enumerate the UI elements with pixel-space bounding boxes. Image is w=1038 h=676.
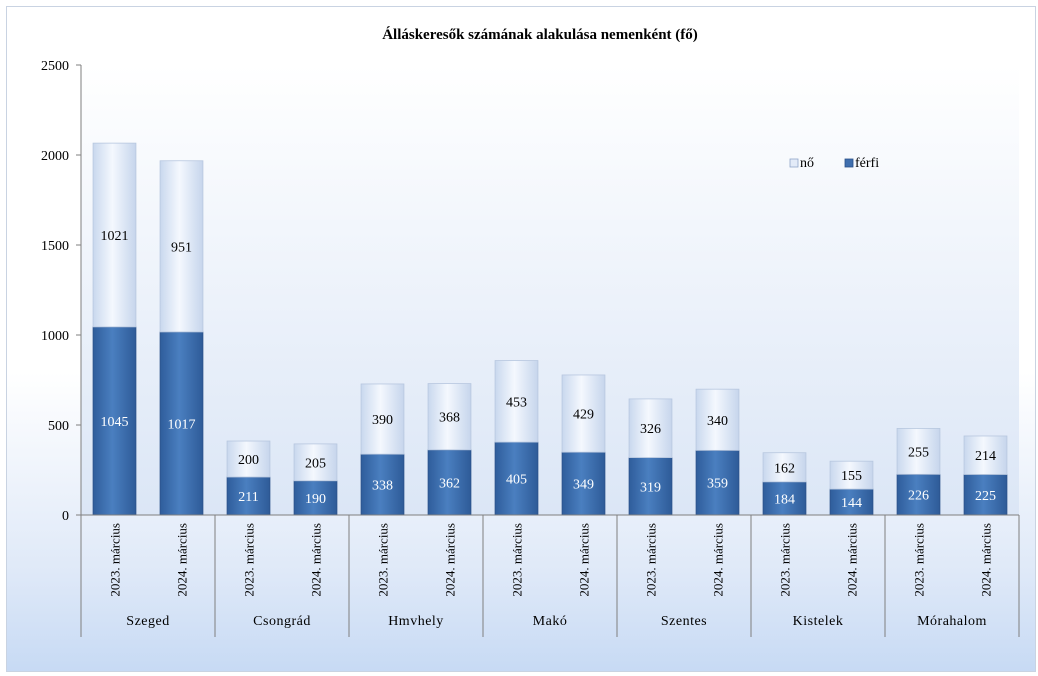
legend-label-no: nő xyxy=(800,156,814,171)
data-label: 349 xyxy=(573,478,594,493)
bar-no xyxy=(293,443,338,482)
legend-swatch-ferfi xyxy=(844,158,854,168)
x-tick-label: 2024. március xyxy=(711,523,726,597)
y-tick-label: 2500 xyxy=(41,59,69,74)
x-tick-label: 2023. március xyxy=(778,523,793,597)
data-label: 319 xyxy=(640,480,661,495)
x-tick-label: 2023. március xyxy=(644,523,659,597)
bar-ferfi xyxy=(963,474,1008,516)
bar-ferfi xyxy=(762,481,807,516)
bars: 1045 1021 1017 951 211 200 190 205 338 390 362 368 4… xyxy=(92,142,1008,516)
bar-no xyxy=(829,460,874,490)
bar-ferfi xyxy=(494,441,539,516)
legend-swatch-no xyxy=(789,158,799,168)
bar-ferfi xyxy=(360,453,405,516)
bar-no xyxy=(159,160,204,333)
data-label: 155 xyxy=(841,469,862,484)
bar-no xyxy=(226,440,271,478)
group-label: Szentes xyxy=(661,614,707,629)
plot-area xyxy=(81,65,1019,515)
data-label: 226 xyxy=(908,489,929,504)
data-label: 255 xyxy=(908,445,929,460)
data-label: 359 xyxy=(707,477,728,492)
bar-no xyxy=(360,383,405,455)
group-label: Csongrád xyxy=(253,614,311,629)
x-tick-label: 2024. március xyxy=(979,523,994,597)
data-label: 200 xyxy=(238,453,259,468)
data-label: 362 xyxy=(439,476,460,491)
data-label: 1017 xyxy=(168,417,196,432)
chart-frame: Álláskeresők számának alakulása nemenkén… xyxy=(6,6,1036,672)
data-label: 184 xyxy=(774,492,795,507)
x-tick-label: 2023. március xyxy=(108,523,123,597)
bar-no xyxy=(427,383,472,451)
group-label: Kistelek xyxy=(793,614,844,629)
data-label: 951 xyxy=(171,240,192,255)
data-label: 214 xyxy=(975,449,996,464)
legend: nő férfi xyxy=(789,156,879,171)
y-tick-label: 0 xyxy=(62,509,69,524)
data-label: 338 xyxy=(372,479,393,494)
x-tick-label: 2023. március xyxy=(376,523,391,597)
x-tick-label: 2023. március xyxy=(510,523,525,597)
x-axis: 2023. március 2024. március 2023. március 2… xyxy=(80,514,1020,637)
data-label: 205 xyxy=(305,456,326,471)
data-label: 340 xyxy=(707,414,728,429)
chart: Álláskeresők számának alakulása nemenkén… xyxy=(41,26,1020,637)
group-label: Hmvhely xyxy=(388,614,444,629)
x-tick-label: 2023. március xyxy=(242,523,257,597)
bar-no xyxy=(896,428,941,475)
data-label: 453 xyxy=(506,395,527,410)
x-tick-label: 2024. március xyxy=(845,523,860,597)
y-tick-label: 1000 xyxy=(41,329,69,344)
data-label: 1045 xyxy=(101,415,129,430)
x-tick-label: 2024. március xyxy=(309,523,324,597)
bar-no xyxy=(762,452,807,483)
bar-ferfi xyxy=(896,473,941,516)
y-axis: 0 500 1000 1500 2000 2500 xyxy=(41,59,82,524)
x-tick-label: 2023. március xyxy=(912,523,927,597)
bar-no xyxy=(628,398,673,458)
x-tick-label: 2024. március xyxy=(577,523,592,597)
x-tick-label: 2024. március xyxy=(443,523,458,597)
chart-title: Álláskeresők számának alakulása nemenkén… xyxy=(382,26,698,43)
bar-no xyxy=(494,360,539,443)
group-label: Makó xyxy=(533,614,568,629)
bar-ferfi xyxy=(628,457,673,516)
data-label: 326 xyxy=(640,422,661,437)
bar-no xyxy=(695,388,740,451)
bar-no xyxy=(963,435,1008,475)
data-label: 225 xyxy=(975,489,996,504)
y-tick-label: 500 xyxy=(48,419,69,434)
legend-label-ferfi: férfi xyxy=(855,156,879,171)
x-tick-label: 2024. március xyxy=(175,523,190,597)
data-label: 144 xyxy=(841,496,862,511)
data-label: 1021 xyxy=(101,229,129,244)
y-tick-label: 2000 xyxy=(41,149,69,164)
bar-no xyxy=(561,374,606,453)
data-label: 368 xyxy=(439,411,460,426)
bar-ferfi xyxy=(829,488,874,516)
data-label: 162 xyxy=(774,461,795,476)
bar-ferfi xyxy=(427,449,472,516)
data-label: 390 xyxy=(372,413,393,428)
bar-ferfi xyxy=(226,476,271,516)
data-label: 211 xyxy=(238,490,258,505)
y-tick-label: 1500 xyxy=(41,239,69,254)
group-label: Szeged xyxy=(126,614,169,629)
data-label: 405 xyxy=(506,473,527,488)
bar-no xyxy=(92,142,137,328)
group-label: Mórahalom xyxy=(917,614,987,629)
data-label: 190 xyxy=(305,492,326,507)
data-label: 429 xyxy=(573,408,594,423)
